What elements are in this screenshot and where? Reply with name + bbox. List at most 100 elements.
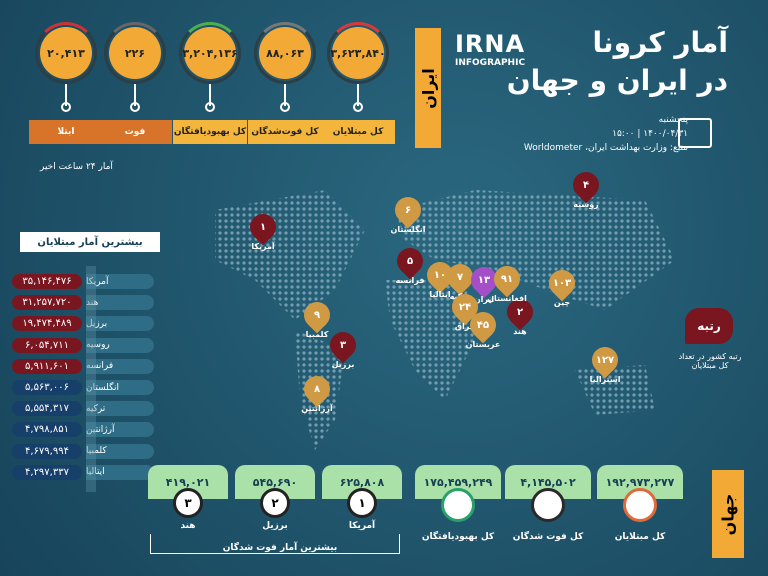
- death-country: برزیل: [262, 521, 288, 531]
- death-rank: ۳: [173, 488, 203, 518]
- stat-dot: [130, 102, 140, 112]
- death-rank: ۱: [347, 488, 377, 518]
- row-country: آرژانتین: [86, 422, 154, 438]
- logo: IRNA INFOGRAPHIC: [455, 30, 525, 68]
- pin-rank: ۲۴: [458, 301, 472, 313]
- deaths-title: بیشترین آمار فوت شدگان: [222, 543, 338, 553]
- row-country: برزیل: [86, 316, 154, 332]
- stat-label: کل مبتلایان: [321, 120, 395, 144]
- stat-ring: [179, 22, 241, 84]
- legend-text: رتبه کشور در تعداد کل مبتلایان: [678, 352, 742, 370]
- world-label: کل مبتلایان: [614, 532, 666, 542]
- row-value: ۴,۶۷۹,۹۹۴: [12, 443, 82, 459]
- pin-rank: ۶: [404, 204, 412, 216]
- pin-country: عربستان: [465, 340, 501, 349]
- row-country: فرانسه: [86, 358, 154, 374]
- row-country: ایتالیا: [86, 464, 154, 480]
- stat-label: کل فوت‌شدگان: [248, 120, 322, 144]
- pin-country: ایتالیا: [429, 290, 451, 299]
- stat-value: ۸۸,۰۶۳: [259, 27, 311, 79]
- pin-rank: ۸: [313, 383, 321, 395]
- row-country: ترکیه: [86, 401, 154, 417]
- stat-dot: [61, 102, 71, 112]
- world-label: کل فوت شدگان: [512, 532, 584, 542]
- pin-country: آمریکا: [251, 242, 275, 251]
- pin-country: برزیل: [331, 360, 355, 369]
- row-value: ۱۹,۴۷۴,۴۸۹: [12, 316, 82, 332]
- pin-rank: ۱۰۳: [552, 277, 572, 289]
- row-country: کلمبیا: [86, 443, 154, 459]
- legend-pin: رتبه: [685, 308, 733, 344]
- pin-rank: ۹۱: [500, 273, 514, 285]
- death-country: آمریکا: [348, 521, 376, 531]
- pin-rank: ۵: [406, 255, 414, 267]
- stat-dot: [353, 102, 363, 112]
- pin-country: عراق: [454, 322, 476, 331]
- pin-rank: ۱۳: [477, 274, 491, 286]
- world-label: کل بهبودیافتگان: [421, 532, 495, 542]
- pin-rank: ۱۰: [433, 269, 447, 281]
- calendar-icon: [678, 118, 712, 148]
- pin-country: انگلستان: [390, 225, 426, 234]
- logo-sub: INFOGRAPHIC: [455, 58, 526, 68]
- stat-label: فوت: [98, 120, 172, 144]
- top-infected-title: بیشترین آمار مبتلایان: [20, 232, 160, 252]
- source: منبع: وزارت بهداشت ایران، Worldometer: [523, 143, 688, 153]
- stat-connector: [209, 84, 211, 106]
- pin-country: فرانسه: [395, 276, 425, 285]
- iran-note: آمار ۲۴ ساعت اخیر: [40, 162, 113, 172]
- row-country: انگلستان: [86, 380, 154, 395]
- stat-ring: [104, 22, 166, 84]
- pin-country: افغانستان: [487, 294, 527, 303]
- pin-rank: ۱۲۷: [595, 354, 615, 366]
- row-value: ۴,۲۹۷,۳۳۷: [12, 464, 82, 480]
- row-country: هند: [86, 295, 154, 311]
- world-label-box: جهان: [712, 470, 744, 558]
- pin-country: هند: [513, 327, 527, 336]
- list-bar: [86, 266, 96, 492]
- pin-rank: ۹: [313, 309, 321, 321]
- pin-rank: ۲: [516, 306, 524, 318]
- iran-label: ایران: [418, 67, 438, 109]
- stat-ring: [327, 22, 389, 84]
- pin-country: استرالیا: [589, 375, 621, 384]
- pin-rank: ۷: [456, 271, 464, 283]
- pin-country: ایران: [473, 295, 495, 304]
- stat-connector: [284, 84, 286, 106]
- stat-label: ابتلا: [29, 120, 103, 144]
- pin-country: روسیه: [573, 200, 599, 209]
- logo-text: IRNA: [455, 30, 526, 58]
- world-icon: [441, 488, 475, 522]
- stat-ring: [35, 22, 97, 84]
- pin-rank: ۴۵: [476, 319, 490, 331]
- stat-connector: [357, 84, 359, 106]
- stat-dot: [205, 102, 215, 112]
- world-icon: [623, 488, 657, 522]
- row-value: ۵,۵۶۳,۰۰۶: [12, 380, 82, 395]
- death-country: هند: [180, 521, 196, 531]
- row-value: ۵,۵۵۴,۳۱۷: [12, 401, 82, 417]
- deaths-bracket: [150, 534, 400, 554]
- stat-connector: [134, 84, 136, 106]
- pin-rank: ۴: [582, 179, 590, 191]
- row-country: آمریکا: [86, 274, 154, 289]
- stat-connector: [65, 84, 67, 106]
- stat-label: کل بهبودیافتگان: [173, 120, 247, 144]
- pin-rank: ۱: [259, 221, 267, 233]
- pin-country: آرژانتین: [301, 404, 333, 413]
- stat-ring: [254, 22, 316, 84]
- stat-value: ۲۰,۴۱۳: [40, 27, 92, 79]
- datetime: ۱۴۰۰/۰۴/۳۱ | ۱۵:۰۰: [612, 129, 688, 139]
- row-value: ۶,۰۵۴,۷۱۱: [12, 337, 82, 353]
- row-value: ۳۵,۱۴۶,۴۷۶: [12, 274, 82, 289]
- day: پنجشنبه: [658, 115, 688, 125]
- iran-label-box: ایران: [415, 28, 441, 148]
- pin-country: کلمبیا: [305, 330, 329, 339]
- row-value: ۵,۹۱۱,۶۰۱: [12, 358, 82, 374]
- date-block: پنجشنبه ۱۴۰۰/۰۴/۳۱ | ۱۵:۰۰ منبع: وزارت ب…: [524, 113, 688, 155]
- stat-value: ۲۲۶: [109, 27, 161, 79]
- stat-value: ۳,۶۲۳,۸۴۰: [330, 27, 386, 79]
- stat-dot: [280, 102, 290, 112]
- pin-rank: ۳: [339, 339, 347, 351]
- row-value: ۴,۷۹۸,۸۵۱: [12, 422, 82, 438]
